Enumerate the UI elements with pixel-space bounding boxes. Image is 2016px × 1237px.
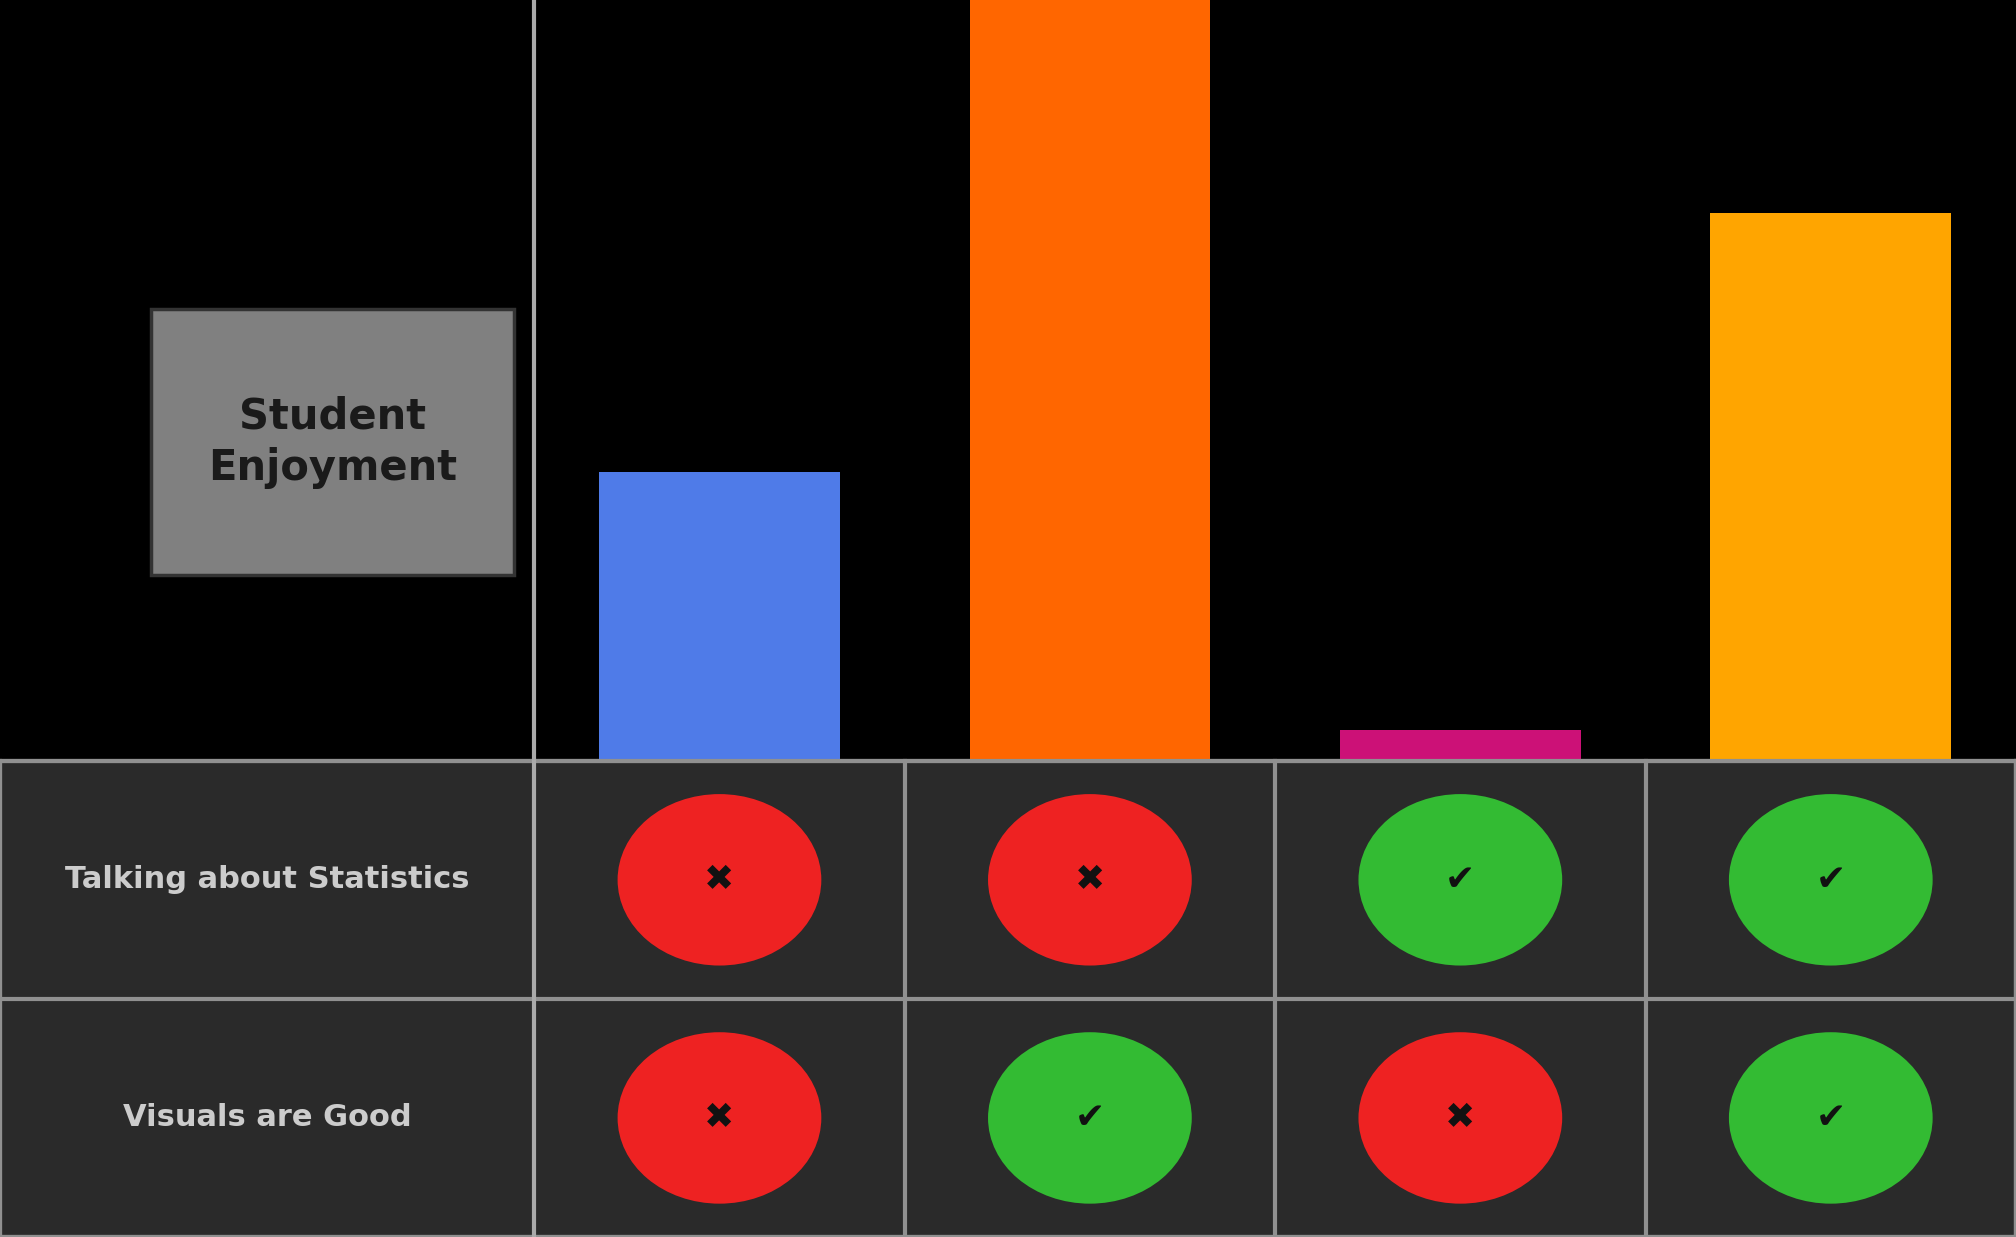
Ellipse shape xyxy=(988,1032,1191,1204)
FancyBboxPatch shape xyxy=(1341,730,1581,761)
Text: Student
Enjoyment: Student Enjoyment xyxy=(208,396,458,489)
Text: ✔: ✔ xyxy=(1816,1101,1847,1134)
Ellipse shape xyxy=(1359,1032,1562,1204)
Text: ✖: ✖ xyxy=(704,863,734,897)
Text: ✔: ✔ xyxy=(1445,863,1476,897)
Ellipse shape xyxy=(1730,1032,1933,1204)
Text: ✔: ✔ xyxy=(1075,1101,1105,1134)
Text: ✖: ✖ xyxy=(1445,1101,1476,1134)
Text: ✔: ✔ xyxy=(1816,863,1847,897)
Ellipse shape xyxy=(1730,794,1933,966)
FancyBboxPatch shape xyxy=(599,471,841,761)
FancyBboxPatch shape xyxy=(970,0,1210,761)
Text: ✖: ✖ xyxy=(1075,863,1105,897)
Ellipse shape xyxy=(617,1032,821,1204)
Text: Talking about Statistics: Talking about Statistics xyxy=(65,866,470,894)
FancyBboxPatch shape xyxy=(1710,213,1951,761)
Text: ✖: ✖ xyxy=(704,1101,734,1134)
FancyBboxPatch shape xyxy=(151,309,514,575)
Ellipse shape xyxy=(988,794,1191,966)
Ellipse shape xyxy=(1359,794,1562,966)
Ellipse shape xyxy=(617,794,821,966)
FancyBboxPatch shape xyxy=(0,761,2016,1237)
Text: Visuals are Good: Visuals are Good xyxy=(123,1103,411,1132)
